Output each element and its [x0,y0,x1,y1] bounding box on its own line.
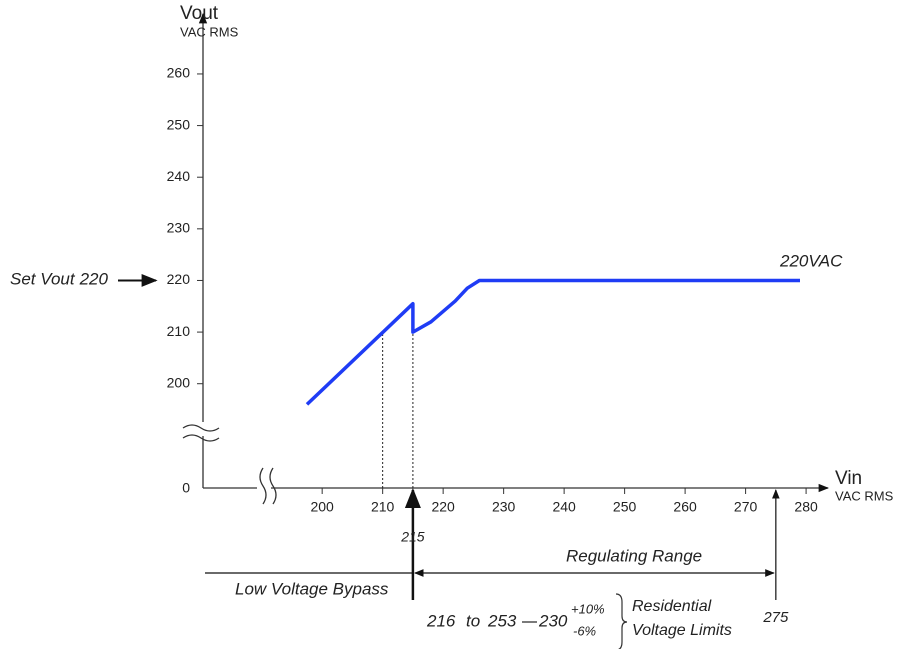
x-tick-label: 270 [734,499,758,515]
x-tick-label: 280 [794,499,818,515]
y-axis-label: Vout [180,3,219,24]
set-vout-text: Set Vout [10,270,76,289]
bypass-point-label: 215 [400,529,425,545]
y-tick-label: 220 [167,271,191,287]
regulating-label: Regulating Range [566,546,702,565]
line-label: 220VAC [779,251,843,270]
bypass-label: Low Voltage Bypass [235,579,389,598]
x-tick-label: 240 [552,499,576,515]
limits-low: 216 [426,611,456,630]
x-tick-label: 230 [492,499,516,515]
limits-label: Residential [632,598,712,615]
x-tick-label: 210 [371,499,395,515]
x-axis-unit: VAC RMS [835,488,894,503]
x-tick-label: 260 [673,499,697,515]
limits-high: 253 [487,611,517,630]
origin-label: 0 [182,480,190,496]
line [305,278,800,406]
x-tick-label: 250 [613,499,637,515]
limits-nominal: 230 [538,611,568,630]
y-tick-label: 250 [167,116,191,132]
y-tick-label: 210 [167,323,191,339]
x-tick-label: 220 [431,499,455,515]
y-tick-label: 200 [167,374,191,390]
axis-break [182,424,220,442]
x-tick-label: 200 [310,499,334,515]
axis-break [259,467,277,505]
y-tick-label: 230 [167,220,191,236]
set-vout-value: 220 [79,270,109,289]
range-end-label: 275 [762,609,789,626]
limits-minus: -6% [573,623,596,638]
limits-label: Voltage Limits [632,622,732,639]
y-tick-label: 260 [167,65,191,81]
x-axis-label: Vin [835,468,862,489]
limits-to: to [466,611,480,630]
set-vout-label: Set Vout 220 [10,270,109,289]
y-axis-unit: VAC RMS [180,24,239,39]
y-tick-label: 240 [167,168,191,184]
limits-plus: +10% [571,601,605,616]
brace [615,593,628,649]
